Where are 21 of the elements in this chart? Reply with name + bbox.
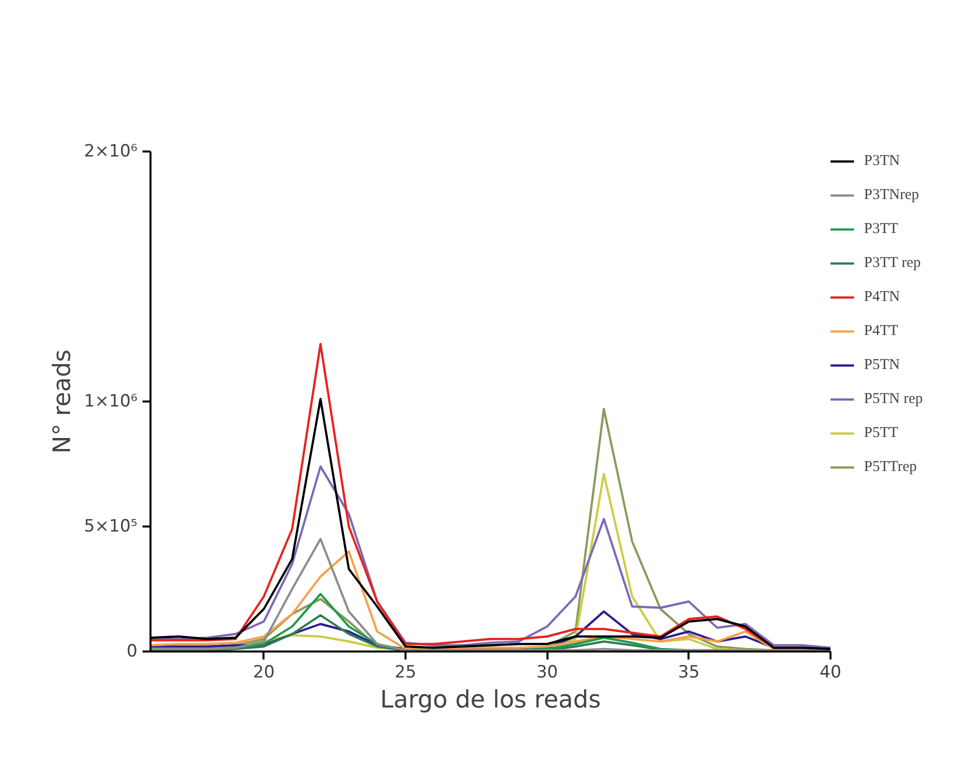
x-tick-label: 20 [253,662,275,682]
x-tick-label: 25 [394,662,416,682]
legend-label: P4TN [864,288,900,306]
legend-label: P3TN [864,152,900,170]
x-tick-label: 35 [678,662,700,682]
legend-label: P3TNrep [864,186,919,204]
y-tick-label: 5×10⁵ [84,516,138,536]
legend-label: P4TT [864,322,898,340]
legend-label: P3TT [864,220,898,238]
legend-label: P3TT rep [864,254,921,272]
x-axis-title: Largo de los reads [380,686,601,714]
y-tick-label: 0 [126,642,138,662]
y-axis-title: N° reads [48,349,76,454]
legend-label: P5TT [864,424,898,442]
y-tick-label: 1×10⁶ [84,392,138,412]
legend-label: P5TN rep [864,390,923,408]
y-tick-label: 2×10⁶ [84,142,138,162]
legend-label: P5TN [864,356,900,374]
x-tick-label: 30 [536,662,558,682]
legend-label: P5TTrep [864,458,917,476]
x-tick-label: 40 [820,662,842,682]
